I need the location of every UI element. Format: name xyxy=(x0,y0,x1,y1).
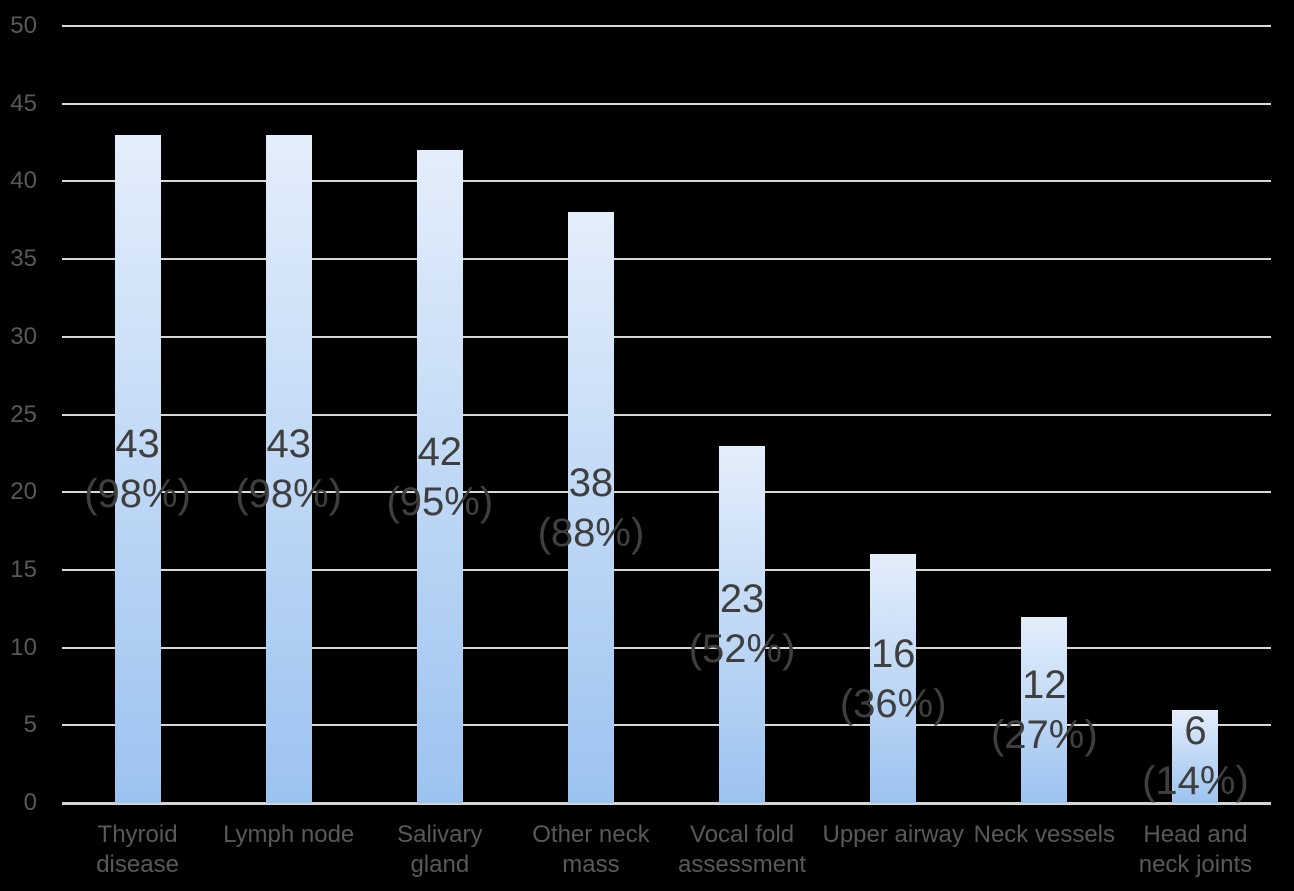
x-category-label: Upper airway xyxy=(822,821,964,848)
bar-data-label: 43 (98%) xyxy=(235,421,343,516)
x-category-label: Neck vessels xyxy=(973,821,1115,848)
x-category-label: Vocal fold assessment xyxy=(678,821,807,878)
bar xyxy=(1021,616,1068,803)
y-tick-label: 50 xyxy=(10,12,37,39)
gridline xyxy=(62,25,1271,27)
bar-data-label: 16 (36%) xyxy=(839,631,947,726)
x-category-label: Salivary gland xyxy=(397,821,483,878)
bar-data-label: 12 (27%) xyxy=(990,662,1098,757)
bar xyxy=(567,212,614,803)
x-category-label: Lymph node xyxy=(223,821,355,848)
bar xyxy=(416,150,463,803)
gridline xyxy=(62,335,1271,338)
y-tick-label: 15 xyxy=(10,555,37,583)
bar xyxy=(265,134,312,803)
bar xyxy=(1172,709,1219,803)
y-tick-label: 35 xyxy=(10,245,37,273)
bar xyxy=(870,554,917,803)
bar xyxy=(719,445,766,803)
gridline xyxy=(62,491,1271,494)
gridline xyxy=(62,724,1271,727)
gridline xyxy=(62,646,1271,649)
bar-data-label: 23 (52%) xyxy=(688,577,796,672)
gridline xyxy=(62,568,1271,571)
y-tick-label: 45 xyxy=(10,89,37,117)
y-tick-label: 25 xyxy=(10,400,37,428)
gridline xyxy=(62,102,1271,105)
gridline xyxy=(62,180,1271,183)
y-tick-label: 30 xyxy=(10,322,37,350)
y-tick-label: 20 xyxy=(10,478,37,506)
x-category-label: Other neck mass xyxy=(532,821,650,878)
y-tick-label: 10 xyxy=(10,633,37,661)
bar xyxy=(114,134,161,803)
bar-data-label: 6 (14%) xyxy=(1142,709,1249,804)
gridline xyxy=(62,258,1271,261)
x-category-label: Thyroid disease xyxy=(96,821,179,878)
bar-data-label: 38 (88%) xyxy=(537,460,645,555)
x-category-label: Head and neck joints xyxy=(1138,821,1253,878)
gridline xyxy=(62,413,1271,416)
y-tick-label: 40 xyxy=(10,167,37,195)
bar-data-label: 43 (98%) xyxy=(84,421,191,516)
bar-data-label: 42 (95%) xyxy=(386,429,494,524)
y-tick-label: 0 xyxy=(23,789,37,816)
x-axis-line xyxy=(62,802,1271,805)
y-tick-label: 5 xyxy=(23,711,37,739)
